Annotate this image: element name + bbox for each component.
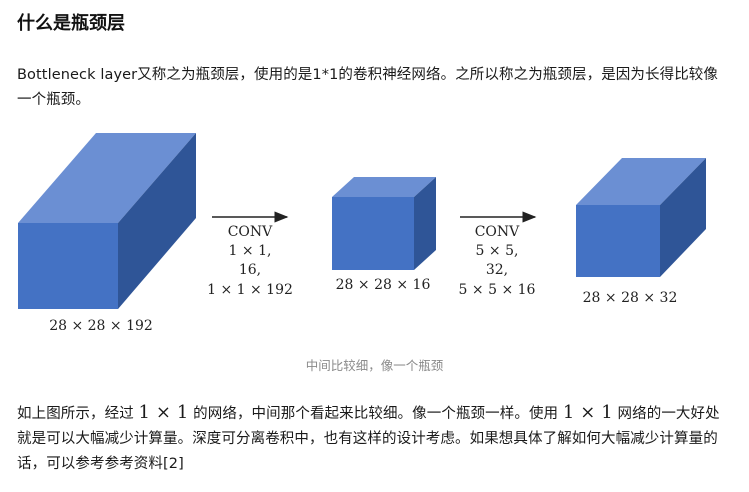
body-text-1: 如上图所示，经过 <box>17 406 139 422</box>
math-1x1-second: 1 × 1 <box>562 402 613 423</box>
output-volume-cube <box>576 158 706 277</box>
bottleneck-figure: 28 × 28 × 192 CONV 1 × 1, 16, 1 × 1 × 19… <box>18 133 706 334</box>
cube3-front-face <box>576 205 660 277</box>
body-paragraph: 如上图所示，经过 1 × 1 的网络，中间那个看起来比较细。像一个瓶颈一样。使用… <box>17 400 729 477</box>
conv2-kernel: 5 × 5, <box>476 243 519 259</box>
conv2-label: CONV <box>475 224 520 240</box>
stage2-label: 28 × 28 × 16 <box>336 277 431 293</box>
conv1-kernel: 1 × 1, <box>229 243 272 259</box>
body-text-2: 的网络，中间那个看起来比较细。像一个瓶颈一样。使用 <box>188 406 563 422</box>
figure-caption: 中间比较细，像一个瓶颈 <box>305 358 444 373</box>
conv2-shape: 5 × 5 × 16 <box>459 282 536 298</box>
reference-link[interactable]: [2] <box>163 456 184 472</box>
cube1-front-face <box>18 223 118 309</box>
input-volume-cube <box>18 133 196 309</box>
cube2-top-face <box>332 177 436 197</box>
cube1-top-face <box>18 133 196 223</box>
stage3-label: 28 × 28 × 32 <box>583 290 678 306</box>
cube3-top-face <box>576 158 706 205</box>
body-text-3: 网络的一大好处就是可以大幅减少计算量。深度可分离卷积中，也有这样的设计考虑。如果… <box>17 406 720 472</box>
cube3-side-face <box>660 158 706 277</box>
math-1x1-first: 1 × 1 <box>138 402 189 423</box>
conv1-shape: 1 × 1 × 192 <box>207 282 293 298</box>
stage1-label: 28 × 28 × 192 <box>49 318 153 334</box>
section-title: 什么是瓶颈层 <box>17 13 125 34</box>
conv1-label: CONV <box>228 224 273 240</box>
intro-paragraph: Bottleneck layer又称之为瓶颈层，使用的是1*1的卷积神经网络。之… <box>17 67 719 108</box>
cube2-side-face <box>414 177 436 270</box>
bottleneck-volume-cube <box>332 177 436 270</box>
conv2-filters: 32, <box>486 262 508 278</box>
conv1-filters: 16, <box>239 262 261 278</box>
cube1-side-face <box>118 133 196 309</box>
cube2-front-face <box>332 197 414 270</box>
